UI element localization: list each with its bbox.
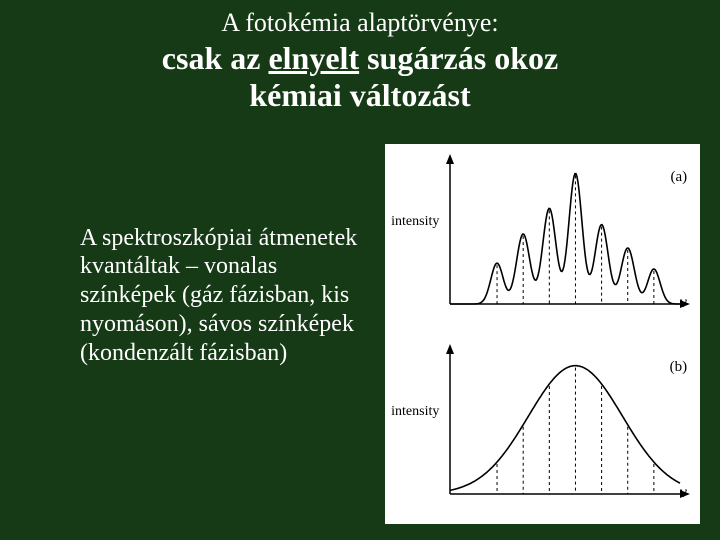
title-line-2: csak az elnyelt sugárzás okoz kémiai vál… xyxy=(0,40,720,114)
panel-a-svg xyxy=(440,154,700,324)
panel-a-ylabel: intensity xyxy=(391,214,439,230)
panel-b-ylabel: intensity xyxy=(391,404,439,420)
panel-b: intensity (b) ν xyxy=(385,334,705,524)
title-line-1: A fotokémia alaptörvénye: xyxy=(0,8,720,38)
title-line-3: kémiai változást xyxy=(249,77,470,113)
spectra-figure: intensity (a) ν intensity (b) ν xyxy=(385,144,700,524)
panel-b-svg xyxy=(440,344,700,514)
title-block: A fotokémia alaptörvénye: csak az elnyel… xyxy=(0,0,720,114)
body-text: A spektroszkópiai átmenetek kvantáltak –… xyxy=(80,224,375,368)
title-2b-underlined: elnyelt xyxy=(268,40,359,76)
content-row: A spektroszkópiai átmenetek kvantáltak –… xyxy=(0,114,720,524)
title-2c: sugárzás okoz xyxy=(359,40,558,76)
panel-a: intensity (a) ν xyxy=(385,144,705,334)
title-2a: csak az xyxy=(162,40,269,76)
